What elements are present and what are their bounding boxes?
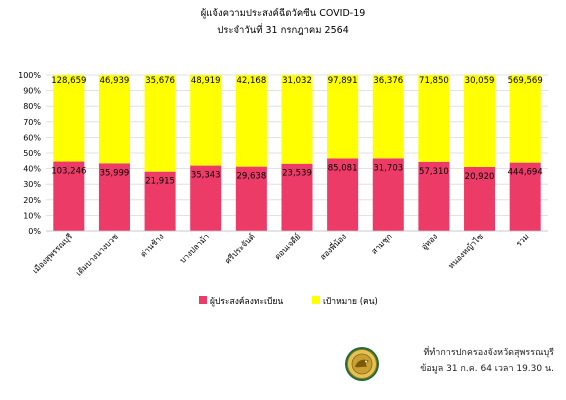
data-label-target: 36,376 <box>373 76 403 86</box>
y-tick-label: 30% <box>23 180 41 189</box>
data-label-target: 71,850 <box>419 76 449 86</box>
data-label-registered: 103,246 <box>51 167 86 177</box>
data-label-target: 31,032 <box>282 76 312 86</box>
data-label-target: 42,168 <box>236 76 266 86</box>
footer-source: ที่ทำการปกครองจังหวัดสุพรรณบุรี <box>423 348 554 358</box>
bar-segment-target <box>53 75 85 162</box>
chart-subtitle: ประจำวันที่ 31 กรกฎาคม 2564 <box>217 23 349 36</box>
x-tick-label: อู่ทอง <box>420 232 440 252</box>
bar-segment-registered <box>235 166 267 231</box>
bar-segment-registered <box>98 163 130 231</box>
data-label-target: 97,891 <box>328 76 358 86</box>
x-tick-label: บางปลาม้า <box>178 232 211 265</box>
data-label-registered: 20,920 <box>465 172 495 182</box>
y-tick-label: 40% <box>23 165 41 174</box>
bar-segment-registered <box>509 162 541 231</box>
bar-segment-registered <box>190 165 222 231</box>
bar-segment-target <box>235 75 267 167</box>
y-tick-label: 20% <box>23 196 41 205</box>
chart-title: ผู้แจ้งความประสงค์ฉีดวัคซีน COVID-19 <box>201 7 366 19</box>
data-label-registered: 85,081 <box>328 163 358 173</box>
bar-segment-registered <box>281 163 313 231</box>
bar-segment-target <box>372 75 404 159</box>
bar-segment-target <box>327 75 359 159</box>
data-label-target: 46,939 <box>100 76 130 86</box>
bar-segment-target <box>418 75 450 162</box>
bar-segment-target <box>464 75 496 167</box>
data-label-registered: 35,999 <box>100 168 130 178</box>
y-tick-label: 10% <box>23 211 41 220</box>
y-tick-label: 100% <box>18 71 41 80</box>
x-tick-label: สามชุก <box>370 232 394 256</box>
x-tick-label: หนองหญ้าไซ <box>446 232 485 271</box>
x-tick-label: เดิมบางนางบวช <box>74 232 120 278</box>
bar-segment-registered <box>464 166 496 231</box>
y-tick-label: 80% <box>23 102 41 111</box>
data-label-registered: 444,694 <box>508 168 543 178</box>
bar-segment-target <box>281 75 313 164</box>
x-tick-label: ด่านช้าง <box>139 232 166 259</box>
data-label-target: 128,659 <box>51 76 86 86</box>
footer-timestamp: ข้อมูล 31 ก.ค. 64 เวลา 19.30 น. <box>420 364 554 374</box>
legend-label-registered: ผู้ประสงค์ลงทะเบียน <box>210 296 283 307</box>
y-tick-label: 0% <box>28 227 41 236</box>
data-label-registered: 29,638 <box>236 172 266 182</box>
x-tick-label: ศรีประจันต์ <box>223 231 257 265</box>
bar-segment-target <box>190 75 222 166</box>
footer: ที่ทำการปกครองจังหวัดสุพรรณบุรี ข้อมูล 3… <box>334 346 554 390</box>
data-label-registered: 23,539 <box>282 169 312 179</box>
data-label-registered: 21,915 <box>145 177 175 187</box>
bar-segment-registered <box>327 158 359 231</box>
x-tick-label: รวม <box>514 232 530 248</box>
bar-segment-registered <box>372 158 404 231</box>
legend-label-target: เป้าหมาย (คน) <box>323 296 378 307</box>
y-tick-label: 70% <box>23 118 41 127</box>
data-label-target: 48,919 <box>191 76 221 86</box>
data-label-target: 569,569 <box>508 76 543 86</box>
bar-segment-target <box>144 75 176 172</box>
data-label-registered: 35,343 <box>191 171 221 181</box>
x-tick-label: สองพี่น้อง <box>317 231 348 262</box>
data-label-target: 35,676 <box>145 76 175 86</box>
x-tick-label: เมืองสุพรรณบุรี <box>31 232 75 276</box>
y-tick-label: 60% <box>23 133 41 142</box>
y-tick-label: 90% <box>23 87 41 96</box>
y-tick-label: 50% <box>23 149 41 158</box>
legend-swatch-target <box>312 296 320 304</box>
legend-swatch-registered <box>199 296 207 304</box>
data-label-target: 30,059 <box>465 76 495 86</box>
provincial-seal-icon <box>345 347 379 381</box>
data-label-registered: 57,310 <box>419 167 449 177</box>
x-tick-label: ดอนเจดีย์ <box>272 231 302 261</box>
bar-segment-target <box>509 75 541 163</box>
bar-segment-registered <box>53 161 85 231</box>
bar-segment-registered <box>418 161 450 231</box>
data-label-registered: 31,703 <box>373 163 403 173</box>
bar-segment-target <box>98 75 130 164</box>
bar-segment-registered <box>144 171 176 231</box>
